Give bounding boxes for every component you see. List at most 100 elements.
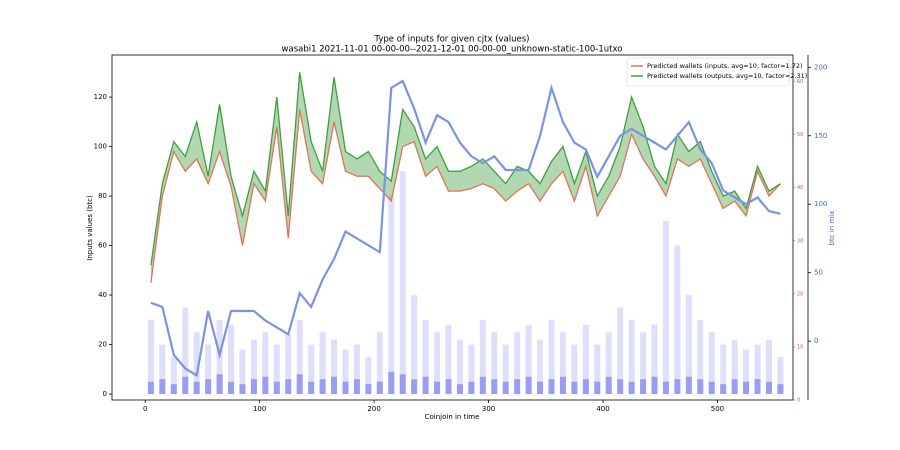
y3-tick-label: 30 — [797, 238, 803, 244]
bar — [296, 374, 303, 395]
light-bar — [159, 344, 166, 395]
light-bar — [617, 307, 624, 395]
chart-title: Type of inputs for given cjtx (values) — [374, 35, 530, 45]
bar — [582, 379, 589, 395]
bar — [765, 381, 772, 395]
light-bar — [651, 324, 658, 395]
series-line — [150, 109, 781, 283]
bar — [720, 384, 727, 395]
bar — [147, 381, 154, 395]
bar — [434, 381, 441, 395]
bar — [331, 376, 338, 395]
light-bar — [605, 332, 612, 395]
bar — [411, 379, 418, 395]
bar — [319, 379, 326, 395]
light-bar — [743, 349, 750, 395]
y3-tick-label: 40 — [797, 185, 803, 191]
bar — [491, 379, 498, 395]
light-bar — [319, 332, 326, 395]
light-bar — [239, 349, 246, 395]
bar — [537, 381, 544, 395]
light-bar — [765, 339, 772, 395]
bar — [182, 376, 189, 395]
y-tick-label: 60 — [98, 242, 107, 250]
bar — [479, 376, 486, 395]
bar — [628, 381, 635, 395]
y2-axis-label: btc in mix — [828, 211, 836, 246]
light-bar — [514, 332, 521, 395]
bar — [308, 381, 315, 395]
light-bar — [308, 344, 315, 395]
x-tick-label: 300 — [482, 405, 495, 413]
bar — [285, 379, 292, 395]
y-tick-label: 40 — [98, 291, 107, 299]
x-axis-label: Coinjoin in time — [425, 413, 480, 421]
bar — [399, 374, 406, 395]
light-bar — [571, 344, 578, 395]
light-bar — [376, 332, 383, 395]
bar — [674, 379, 681, 395]
bar — [193, 381, 200, 395]
bar — [376, 381, 383, 395]
light-bar — [250, 339, 257, 395]
fill-between — [150, 72, 781, 283]
light-bar — [491, 332, 498, 395]
bar — [685, 376, 692, 395]
y3-tick-label: 20 — [797, 291, 803, 297]
light-bar — [777, 356, 784, 395]
bar — [239, 384, 246, 395]
light-bar — [479, 319, 486, 395]
legend-box — [626, 57, 790, 87]
light-bar — [628, 319, 635, 395]
light-bar — [273, 344, 280, 395]
y-tick-label: 0 — [103, 390, 107, 398]
bar — [365, 384, 372, 395]
light-bar — [754, 344, 761, 395]
bar — [697, 379, 704, 395]
y2-tick-label: 150 — [814, 132, 827, 140]
x-tick-label: 100 — [253, 405, 266, 413]
light-bar — [662, 220, 669, 395]
bar — [422, 376, 429, 395]
light-bar — [205, 344, 212, 395]
light-bar — [193, 332, 200, 395]
bar — [502, 381, 509, 395]
light-bar — [674, 245, 681, 395]
x-tick-label: 200 — [367, 405, 380, 413]
light-bar — [411, 295, 418, 395]
light-bar — [262, 332, 269, 395]
y3-tick-label: 10 — [797, 344, 803, 350]
bar — [708, 381, 715, 395]
bar — [159, 379, 166, 395]
bar — [651, 376, 658, 395]
bar — [731, 379, 738, 395]
series-line — [150, 72, 781, 266]
light-bar — [548, 319, 555, 395]
bar — [548, 379, 555, 395]
light-bar — [537, 339, 544, 395]
light-bar — [399, 171, 406, 395]
bar — [605, 376, 612, 395]
bar — [571, 381, 578, 395]
legend-label: Predicted wallets (outputs, avg=10, fact… — [647, 72, 807, 80]
light-bar — [594, 344, 601, 395]
light-bar — [685, 295, 692, 395]
bar — [445, 379, 452, 395]
light-bar — [525, 324, 532, 395]
x-tick-label: 0 — [143, 405, 147, 413]
light-bar — [720, 344, 727, 395]
bar — [228, 381, 235, 395]
x-tick-label: 400 — [596, 405, 609, 413]
legend-label: Predicted wallets (inputs, avg=10, facto… — [647, 62, 803, 70]
bar — [525, 376, 532, 395]
bar — [514, 379, 521, 395]
bar — [594, 381, 601, 395]
bar — [662, 381, 669, 395]
y-tick-label: 100 — [94, 143, 107, 151]
y2-tick-label: 200 — [814, 63, 827, 71]
bar — [250, 379, 257, 395]
bar — [205, 379, 212, 395]
y3-tick-label: 0 — [797, 398, 800, 404]
light-bar — [182, 307, 189, 395]
light-bar — [640, 332, 647, 395]
